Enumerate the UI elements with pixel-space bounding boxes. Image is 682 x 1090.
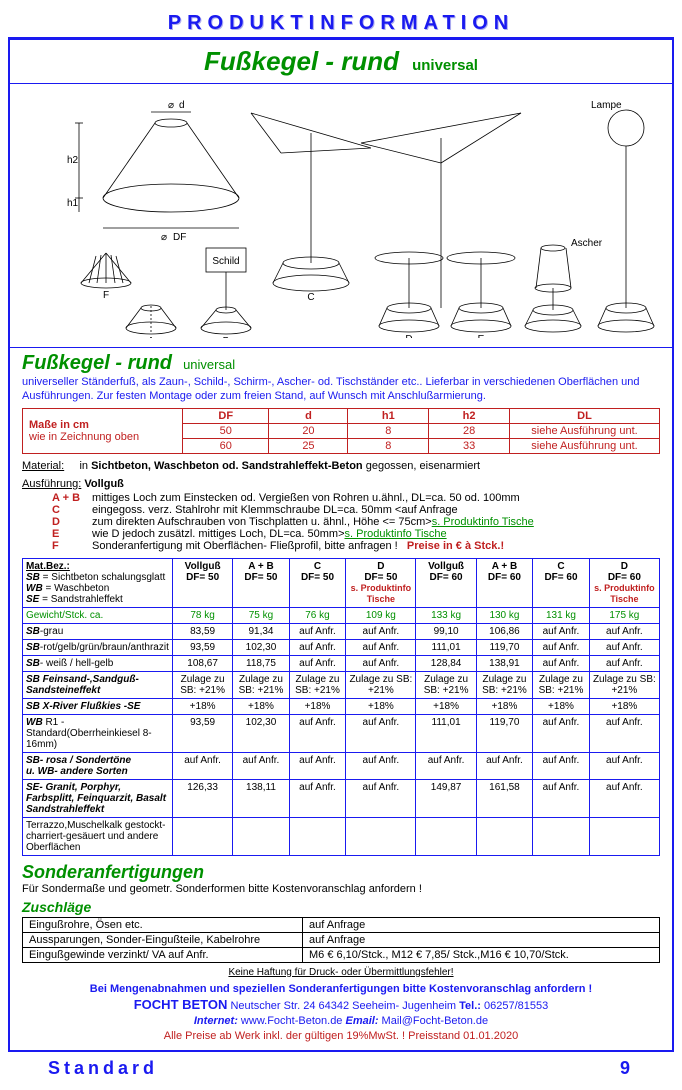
table-row: SB- weiß / hell-gelb108,67118,75auf Anfr… (23, 655, 660, 671)
footer-info: Bei Mengenabnahmen und speziellen Sonder… (22, 982, 660, 1044)
dimension-table: Maße in cm wie in Zeichnung oben DF d h1… (22, 408, 660, 454)
page-frame: Fußkegel - rund universal ⌀ d h2 h1 (8, 37, 674, 1052)
title-row: Fußkegel - rund universal (10, 39, 672, 84)
table-row: SE- Granit, Porphyr, Farbsplitt, Feinqua… (23, 779, 660, 817)
svg-text:F: F (103, 290, 109, 301)
material-line: Material: in Sichtbeton, Waschbeton od. … (22, 460, 660, 472)
svg-text:Lampe: Lampe (591, 100, 622, 111)
disclaimer: Keine Haftung für Druck- oder Übermittlu… (22, 967, 660, 978)
svg-text:h1: h1 (67, 198, 79, 209)
svg-text:DF: DF (173, 232, 186, 243)
content-area: Fußkegel - rund universal universeller S… (10, 348, 672, 1050)
page-header: PRODUKTINFORMATION (8, 8, 674, 37)
svg-text:d: d (179, 100, 185, 111)
table-row: SB Feinsand-,Sandguß-SandsteineffektZula… (23, 671, 660, 698)
price-table: Mat.Bez.: SB = Sichtbeton schalungsglatt… (22, 558, 660, 856)
svg-text:Ascher: Ascher (571, 238, 603, 249)
table-row: WB R1 - Standard(Oberrheinkiesel 8-16mm)… (23, 714, 660, 752)
table-row: SB-grau83,5991,34auf Anfr.auf Anfr.99,10… (23, 623, 660, 639)
table-row: SB- rosa / Sondertöneu. WB- andere Sorte… (23, 752, 660, 779)
table-row: Eingußgewinde verzinkt/ VA auf Anfr.M6 €… (23, 947, 660, 962)
table-row: SB-rot/gelb/grün/braun/anthrazit93,59102… (23, 639, 660, 655)
svg-text:⌀: ⌀ (168, 100, 174, 111)
title-sub: universal (412, 57, 478, 74)
footer-page-number: 9 (620, 1058, 634, 1079)
svg-text:h2: h2 (67, 155, 79, 166)
sonder-text: Für Sondermaße und geometr. Sonderformen… (22, 883, 660, 895)
footer-left: Standard (48, 1058, 158, 1079)
table-row: Terrazzo,Muschelkalk gestockt-charriert-… (23, 817, 660, 855)
table-row: Aussparungen, Sonder-Eingußteile, Kabelr… (23, 932, 660, 947)
intro-text: universeller Ständerfuß, als Zaun-, Schi… (22, 375, 660, 404)
table-row: SB X-River Flußkies -SE+18%+18%+18%+18%+… (23, 698, 660, 714)
page-footer: Standard 9 (8, 1052, 674, 1081)
zuschlaege-table: Eingußrohre, Ösen etc.auf Anfrage Ausspa… (22, 917, 660, 963)
svg-text:Schild: Schild (212, 256, 239, 267)
title-main: Fußkegel - rund (204, 46, 399, 76)
weight-row: Gewicht/Stck. ca. 78 kg75 kg76 kg109 kg1… (23, 607, 660, 623)
svg-text:A: A (148, 336, 155, 338)
svg-text:E: E (478, 334, 485, 338)
ausfuehrung-line: Ausführung: Vollguß (22, 478, 660, 490)
svg-text:B: B (223, 336, 230, 338)
table-row: Eingußrohre, Ösen etc.auf Anfrage (23, 917, 660, 932)
execution-list: A + Bmittiges Loch zum Einstecken od. Ve… (22, 492, 660, 552)
section-title: Fußkegel - rund (22, 352, 172, 374)
section-subtitle: universal (183, 357, 235, 372)
svg-text:C: C (307, 292, 314, 303)
sonder-title: Sonderanfertigungen (22, 862, 660, 883)
zuschlaege-title: Zuschläge (22, 899, 660, 915)
svg-text:D: D (405, 334, 412, 338)
svg-text:⌀: ⌀ (161, 232, 167, 243)
technical-diagram: ⌀ d h2 h1 ⌀ DF (10, 84, 672, 348)
